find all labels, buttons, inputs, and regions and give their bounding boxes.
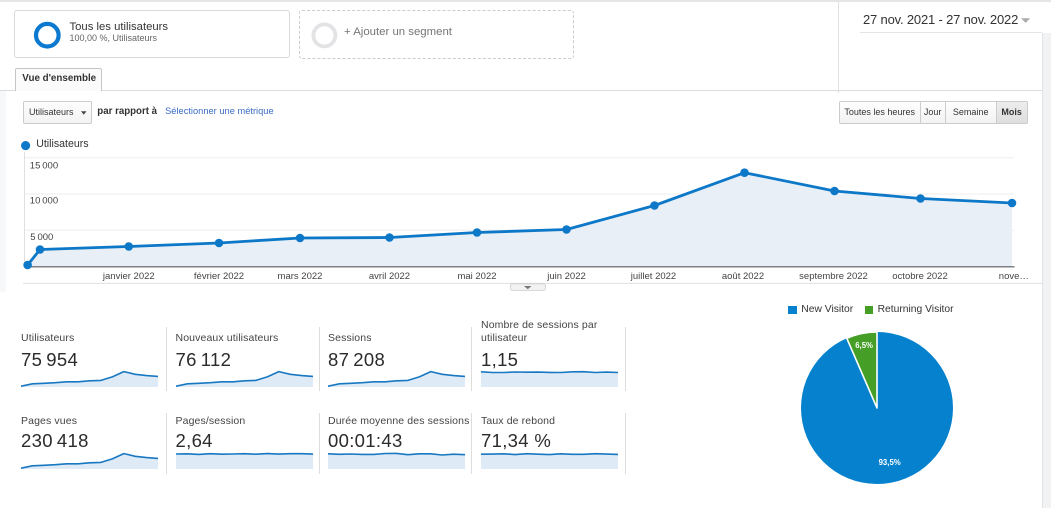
- svg-text:15 000: 15 000: [30, 161, 58, 172]
- svg-text:10 000: 10 000: [30, 196, 58, 207]
- svg-text:mai 2022: mai 2022: [457, 271, 496, 282]
- svg-text:octobre 2022: octobre 2022: [892, 271, 947, 282]
- svg-text:août 2022: août 2022: [722, 271, 764, 282]
- svg-text:93,5%: 93,5%: [879, 458, 901, 467]
- svg-text:6,5%: 6,5%: [855, 341, 873, 350]
- svg-text:septembre 2022: septembre 2022: [799, 271, 868, 282]
- svg-text:juin 2022: juin 2022: [546, 271, 586, 282]
- svg-text:février 2022: février 2022: [194, 271, 244, 282]
- svg-text:5 000: 5 000: [30, 232, 53, 243]
- svg-text:mars 2022: mars 2022: [278, 271, 323, 282]
- svg-text:juillet 2022: juillet 2022: [630, 271, 676, 282]
- svg-text:avril 2022: avril 2022: [369, 271, 410, 282]
- svg-text:nove…: nove…: [999, 271, 1029, 282]
- svg-text:janvier 2022: janvier 2022: [102, 271, 155, 282]
